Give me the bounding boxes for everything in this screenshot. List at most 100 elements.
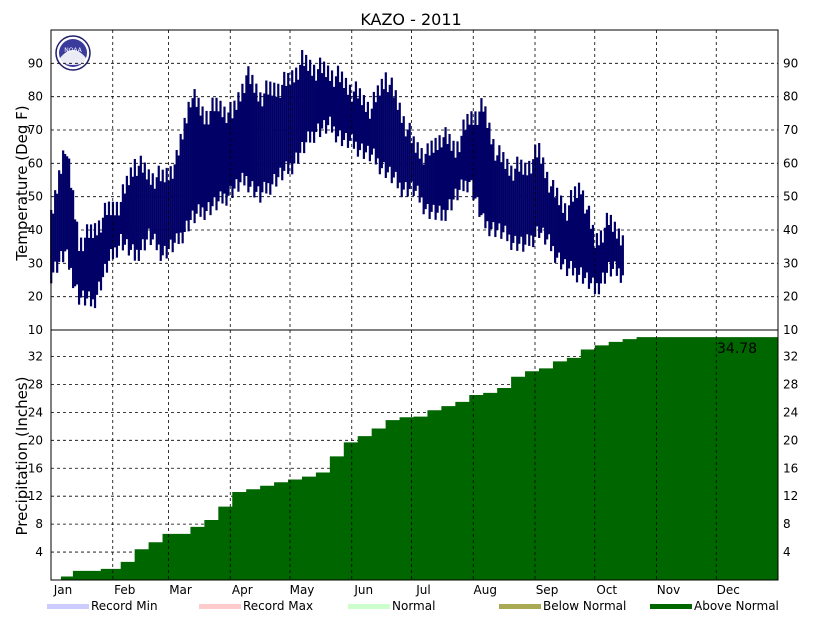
temperature-bar (207, 124, 210, 203)
temperature-bar (488, 122, 491, 237)
temperature-bar (313, 64, 316, 143)
temperature-bar (450, 150, 453, 211)
temperature-bar (514, 168, 517, 236)
temperature-bar (595, 233, 599, 284)
temperature-bar (233, 100, 236, 189)
temperature-bar (392, 97, 395, 178)
temperature-bar (211, 97, 214, 207)
temperature-bar (203, 124, 206, 220)
temperature-bar (398, 102, 401, 183)
temperature-bar (452, 140, 455, 200)
temperature-bar (603, 227, 607, 284)
temperature-tick-left: 80 (28, 90, 43, 104)
temperature-bar (179, 133, 182, 233)
temperature-bar (52, 213, 55, 273)
temperature-bar (504, 168, 507, 226)
temperature-bar (133, 159, 136, 261)
temperature-bar (577, 182, 581, 275)
temperature-bar (159, 181, 162, 261)
temperature-bar (60, 173, 63, 252)
temperature-tick-right: 80 (783, 90, 798, 104)
temperature-bar (285, 85, 288, 162)
temperature-bar (418, 158, 421, 203)
temperature-bar (344, 77, 348, 133)
precipitation-tick-left: 24 (28, 405, 43, 419)
temperature-bar (496, 155, 499, 230)
temperature-bar (177, 155, 180, 244)
precipitation-tick-right: 8 (783, 517, 791, 531)
temperature-bar (165, 167, 168, 259)
temperature-bar (538, 143, 541, 238)
temperature-bar (70, 187, 73, 268)
temperature-bar (231, 118, 234, 198)
temperature-bar (575, 198, 579, 283)
temperature-bar (225, 123, 228, 206)
temperature-bar (536, 157, 539, 227)
temperature-bar (54, 190, 57, 262)
temperature-bar (101, 217, 105, 278)
temperature-bar (360, 105, 364, 144)
temperature-bar (193, 89, 196, 224)
temperature-bar (229, 101, 232, 186)
temperature-bar (121, 184, 125, 251)
temperature-bar (151, 173, 154, 240)
temperature-bar (530, 173, 533, 236)
temperature-bar (354, 81, 358, 142)
temperature-bar (559, 195, 563, 270)
temperature-bar (500, 162, 503, 239)
temperature-bar (257, 101, 260, 187)
temperature-bar (534, 144, 537, 237)
temperature-bar (464, 130, 467, 181)
legend-swatch (348, 604, 390, 609)
noaa-logo-text: NOAA (64, 47, 82, 54)
temperature-bar (442, 137, 445, 210)
temperature-bar (416, 142, 419, 186)
temperature-bar (490, 144, 493, 230)
precipitation-tick-left: 8 (35, 517, 43, 531)
temperature-bar (253, 92, 256, 198)
temperature-bar (599, 230, 603, 284)
temperature-bar (607, 225, 610, 262)
temperature-bar (402, 116, 405, 190)
temperature-bar (89, 224, 93, 307)
temperature-bar (394, 90, 397, 172)
temperature-bar (619, 245, 622, 283)
temperature-bar (554, 197, 557, 263)
temperature-bar (107, 201, 111, 261)
temperature-bar (315, 80, 318, 132)
temperature-bar (565, 220, 569, 276)
temperature-bar (601, 242, 605, 273)
precipitation-tick-right: 20 (783, 433, 798, 447)
temperature-bar (318, 57, 322, 138)
temperature-bar (301, 50, 304, 142)
temperature-bar (72, 190, 75, 289)
temperature-bar (213, 111, 216, 198)
temperature-bar (589, 228, 593, 284)
precipitation-panel: 4 4 8 8 12 12 16 16 20 20 24 24 28 28 32 32 34.78 (28, 337, 798, 580)
chart-title: KAZO - 2011 (360, 10, 461, 29)
temperature-bar (113, 215, 117, 248)
temperature-bar (199, 115, 202, 217)
temperature-bar (390, 77, 393, 184)
temperature-bar (422, 164, 425, 215)
temperature-bar (428, 155, 431, 219)
temperature-bar (58, 170, 61, 262)
temperature-bar (275, 96, 278, 187)
temperature-axis-label: Temperature (Deg F) (13, 105, 31, 261)
temperature-bar (404, 136, 407, 183)
temperature-bar (291, 70, 294, 175)
temperature-bar (486, 128, 489, 222)
temperature-bar (512, 180, 515, 243)
temperature-bar (147, 169, 150, 229)
temperature-bar (502, 152, 505, 233)
temperature-bar (374, 102, 377, 165)
temperature-bar (243, 93, 246, 186)
temperature-bar (103, 202, 107, 264)
temperature-bar (287, 73, 290, 174)
month-axis: Jan Feb Mar Apr May Jun Jul Aug Sep Oct Nov Dec (50, 29, 779, 597)
temperature-bar (328, 81, 332, 117)
temperature-bar (532, 159, 535, 248)
temperature-bar (382, 89, 385, 163)
temperature-bar (494, 160, 497, 238)
temperature-tick-left: 20 (28, 290, 43, 304)
